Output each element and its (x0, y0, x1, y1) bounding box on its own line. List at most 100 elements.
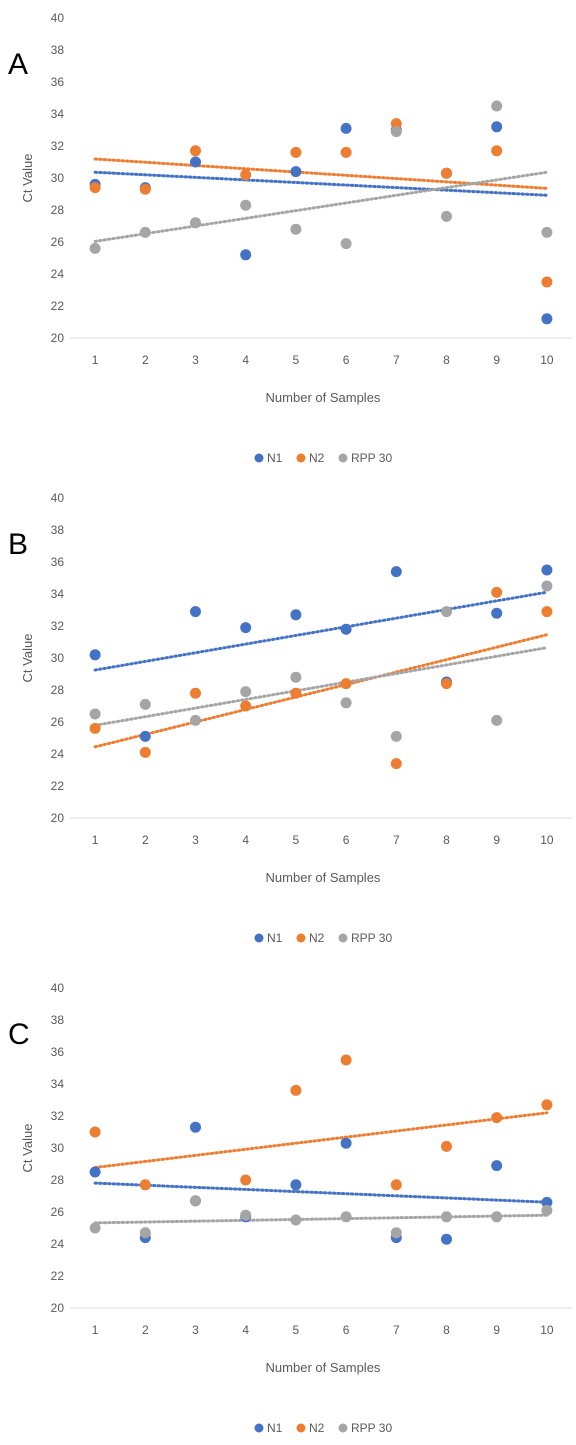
data-point-n2 (491, 586, 503, 598)
x-tick-label: 2 (142, 1323, 149, 1337)
y-tick-label: 22 (51, 779, 65, 793)
x-tick-label: 5 (293, 1323, 300, 1337)
legend-marker-n2 (296, 933, 306, 943)
legend-marker-n1 (254, 453, 264, 463)
y-tick-label: 28 (51, 1173, 65, 1187)
data-point-n2 (89, 1126, 101, 1138)
data-point-n1 (89, 649, 101, 661)
panel-label-a: A (8, 48, 29, 81)
data-point-n1 (491, 121, 503, 133)
data-point-n2 (541, 276, 553, 288)
data-point-n1 (89, 1166, 101, 1178)
data-point-n1 (541, 1196, 553, 1208)
x-tick-label: 3 (192, 833, 199, 847)
data-point-n2 (441, 678, 452, 690)
y-tick-label: 26 (51, 715, 65, 729)
y-tick-label: 28 (51, 203, 65, 217)
y-axis-title: Ct Value (20, 1124, 35, 1173)
data-point-n2 (541, 606, 553, 618)
x-tick-label: 9 (493, 833, 500, 847)
x-tick-label: 7 (393, 353, 400, 367)
data-point-rpp-30 (390, 126, 402, 138)
panel-label-b: B (8, 528, 29, 561)
legend-marker-n2 (296, 1423, 306, 1433)
data-point-n1 (290, 609, 302, 621)
x-tick-label: 7 (393, 1323, 400, 1337)
data-point-n1 (240, 249, 252, 261)
data-point-rpp-30 (240, 686, 252, 698)
data-point-n2 (240, 700, 252, 712)
data-point-rpp-30 (441, 210, 452, 222)
y-tick-label: 38 (51, 523, 65, 537)
data-point-n2 (340, 678, 352, 690)
data-point-rpp-30 (139, 698, 151, 710)
data-point-n2 (491, 1112, 503, 1124)
data-point-rpp-30 (240, 199, 252, 211)
data-point-n2 (139, 746, 151, 758)
data-point-rpp-30 (491, 1211, 503, 1223)
data-point-rpp-30 (240, 1209, 252, 1221)
chart-panel-c: C 20 22 24 26 28 30 32 34 36 38 40 1 2 3 4 5 6 7 8 9 10 Numbe… (0, 970, 576, 1445)
data-point-n1 (491, 1160, 503, 1172)
trendline-n2 (93, 1111, 549, 1170)
x-tick-label: 4 (242, 353, 249, 367)
data-point-n2 (240, 169, 252, 181)
data-point-n2 (190, 145, 201, 157)
x-tick-label: 1 (92, 833, 99, 847)
y-tick-label: 36 (51, 1045, 65, 1059)
legend-label-n1: N1 (267, 1421, 283, 1435)
x-tick-label: 8 (443, 353, 450, 367)
x-tick-label: 6 (343, 1323, 350, 1337)
y-tick-label: 34 (51, 587, 65, 601)
data-point-n1 (290, 166, 302, 178)
data-point-rpp-30 (290, 671, 302, 683)
data-point-n2 (139, 183, 151, 195)
data-point-rpp-30 (390, 730, 402, 742)
data-point-rpp-30 (441, 1211, 452, 1223)
data-point-n1 (340, 623, 352, 635)
trendline-n2 (93, 633, 549, 749)
data-point-rpp-30 (89, 1222, 101, 1234)
y-tick-label: 20 (51, 331, 65, 345)
x-tick-label: 9 (493, 353, 500, 367)
legend-label-rpp-30: RPP 30 (351, 451, 392, 465)
y-tick-label: 26 (51, 1205, 65, 1219)
x-tick-label: 4 (242, 1323, 249, 1337)
data-point-n2 (340, 146, 352, 158)
y-tick-label: 30 (51, 171, 65, 185)
legend-marker-n2 (296, 453, 306, 463)
data-point-n1 (441, 1233, 452, 1245)
data-point-n2 (390, 1179, 402, 1191)
data-point-n1 (240, 622, 252, 634)
x-tick-label: 2 (142, 353, 149, 367)
trendline-n1 (93, 590, 549, 672)
chart-panel-a: A 20 22 24 26 28 30 32 34 36 38 40 1 2 3 4 5 6 7 8 9 10 Numbe… (0, 0, 576, 480)
x-tick-label: 3 (192, 1323, 199, 1337)
legend-label-rpp-30: RPP 30 (351, 1421, 392, 1435)
y-tick-label: 32 (51, 619, 65, 633)
trendline-rpp-30 (93, 646, 549, 727)
data-point-n2 (290, 1084, 302, 1096)
legend-label-n2: N2 (309, 451, 325, 465)
panel-label-c: C (8, 1018, 30, 1051)
data-point-rpp-30 (190, 714, 201, 726)
data-point-n1 (139, 730, 151, 742)
legend-label-n1: N1 (267, 931, 283, 945)
data-point-rpp-30 (190, 1195, 201, 1207)
data-point-n2 (340, 1054, 352, 1066)
x-tick-label: 8 (443, 1323, 450, 1337)
y-tick-label: 24 (51, 1237, 65, 1251)
trendline-rpp-30 (93, 170, 549, 243)
data-point-rpp-30 (441, 606, 452, 618)
legend-marker-rpp-30 (338, 453, 348, 463)
data-point-n2 (190, 687, 201, 699)
legend-label-n2: N2 (309, 1421, 325, 1435)
trendline-rpp-30 (93, 1213, 549, 1225)
data-point-n2 (390, 758, 402, 770)
x-axis-title: Number of Samples (266, 390, 381, 405)
x-tick-label: 8 (443, 833, 450, 847)
data-point-rpp-30 (290, 223, 302, 235)
x-tick-label: 1 (92, 1323, 99, 1337)
x-tick-label: 1 (92, 353, 99, 367)
data-point-n2 (89, 722, 101, 734)
